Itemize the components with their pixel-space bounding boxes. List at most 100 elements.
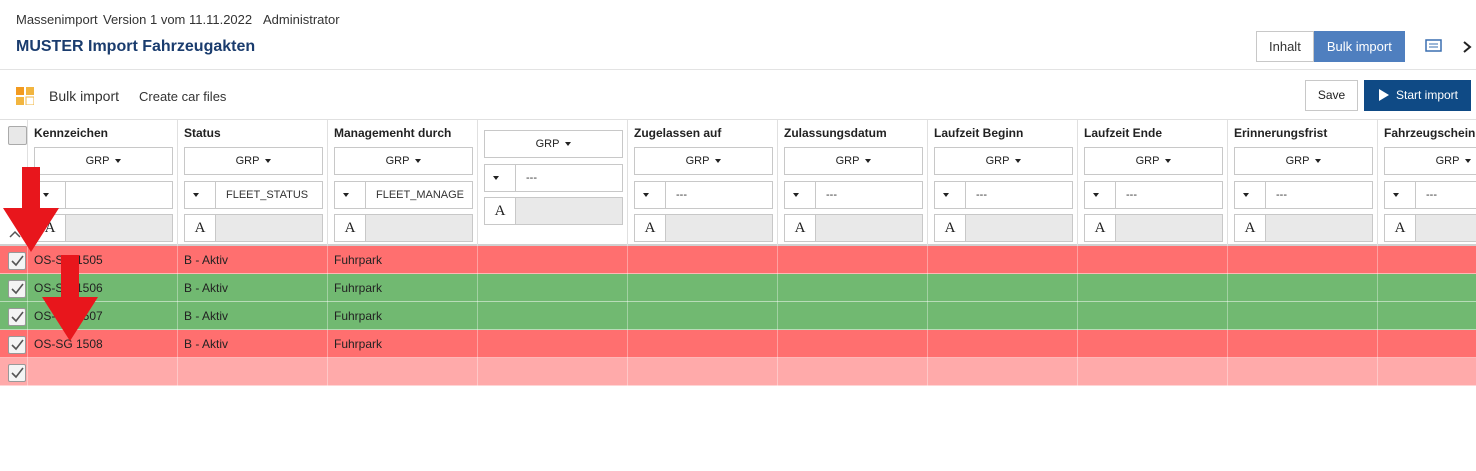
table-row: OS-SG 1508 B - Aktiv Fuhrpark bbox=[0, 330, 1476, 358]
group-label: GRP bbox=[385, 155, 410, 167]
view-icon[interactable] bbox=[1424, 38, 1444, 54]
filter-value: FLEET_STATUS bbox=[226, 189, 309, 201]
sort-caret[interactable] bbox=[9, 230, 21, 238]
group-label: GRP bbox=[1135, 155, 1160, 167]
cell-divider bbox=[327, 302, 328, 330]
text-filter[interactable]: A bbox=[934, 214, 1073, 242]
filter-caret bbox=[1393, 193, 1399, 197]
row-checkbox[interactable] bbox=[8, 308, 26, 326]
column-header: Laufzeit Ende bbox=[1084, 126, 1163, 140]
table-row: OS-SG 1507 B - Aktiv Fuhrpark bbox=[0, 302, 1476, 330]
filter-select[interactable]: --- bbox=[784, 181, 923, 209]
cell-divider bbox=[327, 330, 328, 358]
cell-divider bbox=[477, 274, 478, 302]
save-button[interactable]: Save bbox=[1305, 80, 1358, 111]
mode-label: A bbox=[335, 215, 366, 241]
group-label: GRP bbox=[85, 155, 110, 167]
filter-select[interactable]: --- bbox=[1084, 181, 1223, 209]
cell-divider bbox=[1077, 302, 1078, 330]
filter-value: --- bbox=[976, 189, 987, 201]
chevron-right[interactable] bbox=[1460, 39, 1474, 55]
text-filter[interactable]: A bbox=[634, 214, 773, 242]
cell-divider bbox=[1077, 274, 1078, 302]
tab[interactable]: Bulk import bbox=[1313, 31, 1405, 62]
toolbar-title: Bulk import bbox=[49, 88, 120, 104]
filter-value: --- bbox=[826, 189, 837, 201]
cell-divider bbox=[477, 358, 478, 386]
filter-select[interactable]: FLEET_STATUS bbox=[184, 181, 323, 209]
filter-separator bbox=[65, 182, 66, 208]
divider bbox=[0, 69, 1476, 70]
filter-select[interactable]: --- bbox=[934, 181, 1073, 209]
group-select[interactable]: GRP bbox=[784, 147, 923, 175]
dropdown-caret bbox=[715, 159, 722, 164]
row-checkbox[interactable] bbox=[8, 364, 26, 382]
cell-divider bbox=[777, 302, 778, 330]
table-cell: Fuhrpark bbox=[334, 309, 383, 323]
text-filter[interactable]: A bbox=[34, 214, 173, 242]
tab[interactable]: Inhalt bbox=[1256, 31, 1314, 62]
filter-select[interactable]: --- bbox=[1234, 181, 1373, 209]
dropdown-caret bbox=[115, 159, 122, 164]
group-select[interactable]: GRP bbox=[484, 130, 623, 158]
dropdown-caret bbox=[1165, 159, 1172, 164]
mode-label: A bbox=[1385, 215, 1416, 241]
cell-divider bbox=[27, 358, 28, 386]
cell-divider bbox=[1377, 274, 1378, 302]
table-cell: B - Aktiv bbox=[184, 253, 229, 267]
group-select[interactable]: GRP bbox=[1234, 147, 1373, 175]
column-header: Managemenht durch bbox=[334, 126, 452, 140]
cell-divider bbox=[1377, 358, 1378, 386]
group-select[interactable]: GRP bbox=[1384, 147, 1476, 175]
cell-divider bbox=[327, 358, 328, 386]
filter-select[interactable]: --- bbox=[1384, 181, 1476, 209]
text-filter[interactable]: A bbox=[334, 214, 473, 242]
dropdown-caret bbox=[565, 142, 572, 147]
filter-value: --- bbox=[526, 172, 537, 184]
page-title: MUSTER Import Fahrzeugakten bbox=[16, 38, 256, 55]
cell-divider bbox=[1227, 358, 1228, 386]
group-select[interactable]: GRP bbox=[634, 147, 773, 175]
filter-separator bbox=[1265, 182, 1266, 208]
row-checkbox[interactable] bbox=[8, 336, 26, 354]
filter-separator bbox=[1115, 182, 1116, 208]
filter-caret bbox=[1093, 193, 1099, 197]
group-select[interactable]: GRP bbox=[934, 147, 1073, 175]
filter-separator bbox=[365, 182, 366, 208]
text-filter[interactable]: A bbox=[1234, 214, 1373, 242]
cell-divider bbox=[1077, 330, 1078, 358]
cell-divider bbox=[477, 330, 478, 358]
row-checkbox[interactable] bbox=[8, 252, 26, 270]
cell-divider bbox=[777, 358, 778, 386]
filter-select[interactable] bbox=[34, 181, 173, 209]
filter-select[interactable]: --- bbox=[634, 181, 773, 209]
table-cell: Fuhrpark bbox=[334, 253, 383, 267]
cell-divider bbox=[927, 246, 928, 274]
play-icon bbox=[1379, 89, 1389, 101]
group-select[interactable]: GRP bbox=[1084, 147, 1223, 175]
column-header: Zugelassen auf bbox=[634, 126, 722, 140]
filter-select[interactable]: --- bbox=[484, 164, 623, 192]
cell-divider bbox=[927, 330, 928, 358]
mode-label: A bbox=[35, 215, 66, 241]
table-row: OS-SG 1505 B - Aktiv Fuhrpark bbox=[0, 246, 1476, 274]
dropdown-caret bbox=[1315, 159, 1322, 164]
group-select[interactable]: GRP bbox=[334, 147, 473, 175]
group-select[interactable]: GRP bbox=[184, 147, 323, 175]
text-filter[interactable]: A bbox=[484, 197, 623, 225]
text-filter[interactable]: A bbox=[784, 214, 923, 242]
text-filter[interactable]: A bbox=[1384, 214, 1476, 242]
text-filter[interactable]: A bbox=[1084, 214, 1223, 242]
filter-separator bbox=[965, 182, 966, 208]
bulk-icon bbox=[16, 87, 34, 105]
dropdown-caret bbox=[415, 159, 422, 164]
select-all-checkbox[interactable] bbox=[8, 126, 27, 145]
table-cell: OS-SG 1508 bbox=[34, 337, 103, 351]
cell-divider bbox=[1377, 302, 1378, 330]
group-select[interactable]: GRP bbox=[34, 147, 173, 175]
row-checkbox[interactable] bbox=[8, 280, 26, 298]
cell-divider bbox=[327, 274, 328, 302]
cell-divider bbox=[1227, 302, 1228, 330]
filter-select[interactable]: FLEET_MANAGE bbox=[334, 181, 473, 209]
text-filter[interactable]: A bbox=[184, 214, 323, 242]
